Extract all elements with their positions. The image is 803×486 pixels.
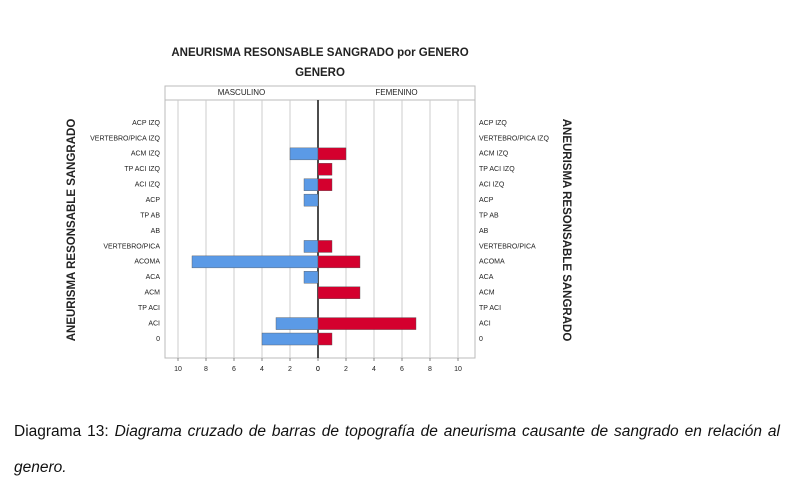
- category-label: ACP: [146, 197, 161, 204]
- category-label: ACM: [144, 290, 160, 297]
- bar: [317, 240, 333, 253]
- category-label: ACA: [146, 274, 161, 281]
- category-label: ACM IZQ: [131, 151, 161, 158]
- panel-label: MASCULINO: [218, 88, 266, 97]
- category-label: VERTEBRO/PICA: [103, 243, 160, 250]
- category-label: TP ACI: [138, 305, 160, 312]
- category-label: ACOMA: [479, 259, 505, 266]
- bar: [303, 193, 319, 207]
- bar: [317, 286, 361, 299]
- bar: [289, 147, 319, 161]
- category-label: VERTEBRO/PICA IZQ: [479, 135, 549, 142]
- bar: [317, 332, 333, 346]
- caption-label: Diagrama 13:: [14, 423, 109, 440]
- category-label: VERTEBRO/PICA: [479, 243, 536, 250]
- x-tick-label: 10: [174, 366, 182, 373]
- x-tick-label: 6: [400, 366, 404, 373]
- category-label: ACA: [479, 274, 494, 281]
- chart: ANEURISMA RESONSABLE SANGRADO por GENERO…: [66, 47, 572, 373]
- category-label: ACI: [148, 320, 160, 327]
- category-label: TP ACI IZQ: [479, 166, 515, 173]
- category-label: ACM IZQ: [479, 151, 509, 158]
- x-tick-label: 6: [232, 366, 236, 373]
- x-tick-label: 2: [288, 366, 292, 373]
- category-label: TP ACI: [479, 305, 501, 312]
- bar: [317, 255, 361, 269]
- bar: [317, 317, 417, 330]
- panel-label: FEMENINO: [375, 88, 417, 97]
- bar: [303, 178, 319, 191]
- bar: [261, 332, 319, 346]
- x-tick-label: 8: [428, 366, 432, 373]
- category-label: TP AB: [479, 212, 499, 219]
- x-tick-label: 10: [454, 366, 462, 373]
- bar: [303, 271, 319, 284]
- category-label: ACI IZQ: [479, 182, 505, 189]
- category-label: ACP: [479, 197, 494, 204]
- y-axis-label: ANEURISMA RESONSABLE SANGRADO: [66, 119, 78, 342]
- chart-title: ANEURISMA RESONSABLE SANGRADO por GENERO: [171, 47, 468, 59]
- bar: [317, 178, 333, 191]
- caption: Diagrama 13: Diagrama cruzado de barras …: [14, 414, 780, 486]
- category-label: ACOMA: [134, 259, 160, 266]
- bar: [317, 163, 333, 176]
- plot-frame: [164, 85, 476, 359]
- category-label: TP AB: [140, 212, 160, 219]
- y-axis-label: ANEURISMA RESONSABLE SANGRADO: [560, 119, 572, 342]
- category-label: AB: [479, 228, 489, 235]
- category-label: 0: [479, 336, 483, 343]
- x-tick-label: 4: [260, 366, 264, 373]
- category-label: ACI: [479, 320, 491, 327]
- bar: [317, 147, 347, 161]
- category-label: VERTEBRO/PICA IZQ: [90, 135, 160, 142]
- category-label: ACI IZQ: [135, 182, 161, 189]
- x-tick-label: 0: [316, 366, 320, 373]
- x-tick-label: 0: [316, 366, 320, 373]
- caption-text: Diagrama cruzado de barras de topografía…: [14, 423, 781, 476]
- x-tick-label: 2: [344, 366, 348, 373]
- category-label: ACP IZQ: [479, 120, 507, 127]
- category-label: TP ACI IZQ: [124, 166, 160, 173]
- bar: [303, 240, 319, 253]
- bar: [275, 317, 319, 330]
- category-label: 0: [156, 336, 160, 343]
- x-tick-label: 8: [204, 366, 208, 373]
- category-label: AB: [151, 228, 161, 235]
- bar: [191, 255, 319, 269]
- chart-subtitle: GENERO: [295, 67, 345, 79]
- x-tick-label: 4: [372, 366, 376, 373]
- category-label: ACM: [479, 290, 495, 297]
- category-label: ACP IZQ: [132, 120, 160, 127]
